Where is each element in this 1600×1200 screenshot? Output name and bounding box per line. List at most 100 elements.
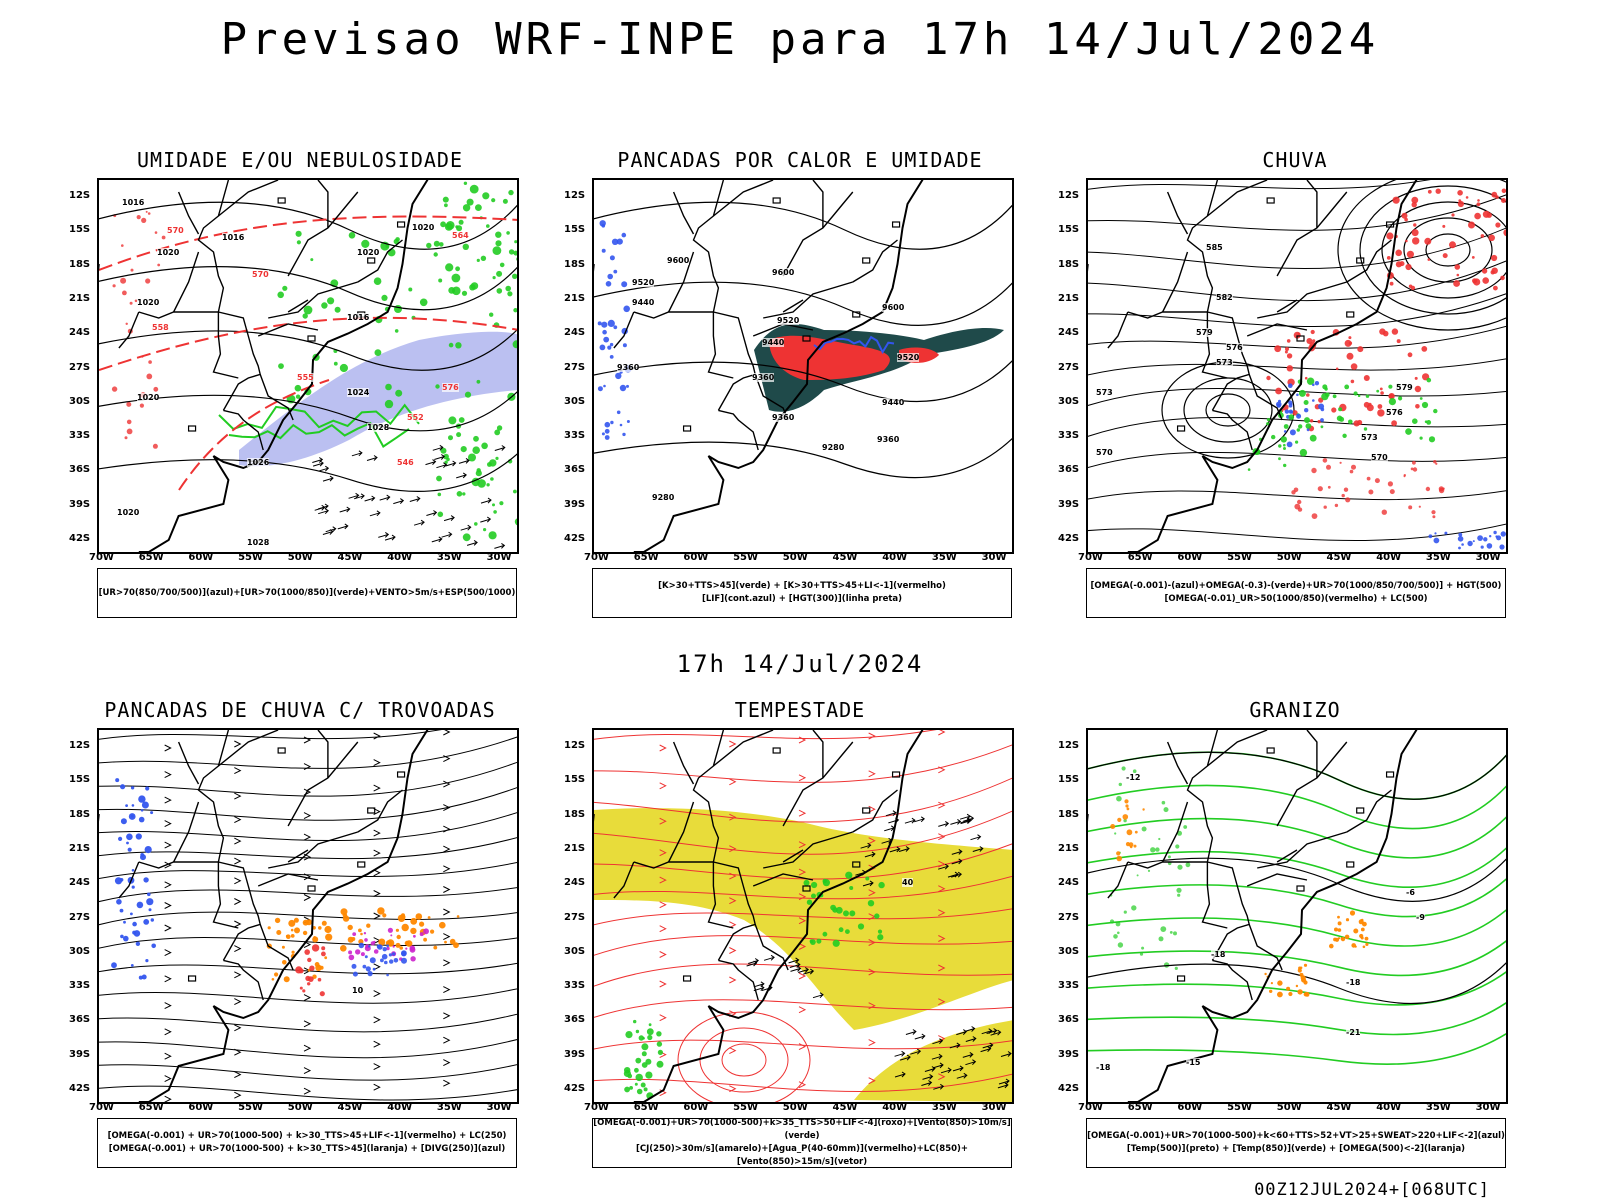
- contour-label: -18: [1096, 1063, 1110, 1072]
- latitude-label: 27S: [69, 912, 90, 923]
- contour-label: 1020: [412, 223, 434, 232]
- latitude-label: 39S: [1058, 1049, 1079, 1060]
- forecast-map: [1086, 728, 1508, 1104]
- latitude-label: 15S: [1058, 774, 1079, 785]
- latitude-label: 30S: [1058, 946, 1079, 957]
- contour-label: 9600: [882, 303, 904, 312]
- longitude-label: 45W: [833, 552, 858, 563]
- contour-label: 570: [1371, 453, 1388, 462]
- latitude-label: 33S: [69, 980, 90, 991]
- latitude-label: 12S: [69, 190, 90, 201]
- latitude-label: 27S: [69, 362, 90, 373]
- contour-label: 40: [902, 878, 913, 887]
- latitude-label: 12S: [1058, 740, 1079, 751]
- contour-label: 9360: [877, 435, 899, 444]
- legend-line: [OMEGA(-0.001)+UR>70(1000-500)+k<60+TTS>…: [1087, 1130, 1505, 1143]
- longitude-label: 60W: [188, 552, 213, 563]
- contour-label: 1016: [222, 233, 244, 242]
- longitude-label: 55W: [1227, 552, 1252, 563]
- latitude-label: 39S: [564, 499, 585, 510]
- contour-label: 573: [1216, 358, 1233, 367]
- latitude-label: 12S: [564, 740, 585, 751]
- mid-title: 17h 14/Jul/2024: [0, 650, 1600, 678]
- legend-line: [OMEGA(-0.001)-(azul)+OMEGA(-0.3)-(verde…: [1087, 580, 1505, 593]
- contour-label: 9600: [667, 256, 689, 265]
- latitude-label: 30S: [1058, 396, 1079, 407]
- longitude-label: 30W: [1476, 552, 1501, 563]
- longitude-label: 70W: [1078, 552, 1103, 563]
- contour-label: -12: [1126, 773, 1140, 782]
- latitude-label: 24S: [1058, 327, 1079, 338]
- longitude-label: 55W: [238, 552, 263, 563]
- longitude-label: 45W: [833, 1102, 858, 1113]
- contour-label: 9520: [632, 278, 654, 287]
- latitude-label: 42S: [564, 1083, 585, 1094]
- longitude-label: 40W: [387, 552, 412, 563]
- latitude-label: 21S: [69, 843, 90, 854]
- longitude-label: 70W: [584, 552, 609, 563]
- latitude-label: 39S: [1058, 499, 1079, 510]
- contour-label: 579: [1396, 383, 1413, 392]
- contour-label: -6: [1406, 888, 1415, 897]
- latitude-label: 24S: [69, 327, 90, 338]
- longitude-label: 65W: [139, 552, 164, 563]
- forecast-map: [592, 728, 1014, 1104]
- longitude-label: 70W: [1078, 1102, 1103, 1113]
- longitude-label: 65W: [1128, 552, 1153, 563]
- latitude-label: 21S: [1058, 293, 1079, 304]
- main-title: Previsao WRF-INPE para 17h 14/Jul/2024: [0, 14, 1600, 65]
- longitude-label: 35W: [1426, 1102, 1451, 1113]
- longitude-label: 70W: [89, 552, 114, 563]
- contour-label: 1028: [367, 423, 389, 432]
- latitude-label: 30S: [69, 946, 90, 957]
- panel-title: GRANIZO: [1045, 698, 1545, 722]
- latitude-label: 33S: [564, 980, 585, 991]
- legend-line: [K>30+TTS>45](verde) + [K>30+TTS>45+LI<-…: [593, 580, 1011, 593]
- contour-label: 570: [167, 226, 184, 235]
- forecast-map: [97, 728, 519, 1104]
- latitude-label: 15S: [564, 774, 585, 785]
- longitude-label: 30W: [982, 1102, 1007, 1113]
- latitude-label: 21S: [1058, 843, 1079, 854]
- contour-label: 576: [1386, 408, 1403, 417]
- contour-label: 558: [152, 323, 169, 332]
- longitude-label: 40W: [882, 552, 907, 563]
- contour-label: 585: [1206, 243, 1223, 252]
- panel-title: PANCADAS DE CHUVA C/ TROVOADAS: [50, 698, 550, 722]
- contour-label: 9360: [752, 373, 774, 382]
- legend-box: [UR>70(850/700/500)](azul)+[UR>70(1000/8…: [97, 568, 517, 618]
- longitude-label: 40W: [387, 1102, 412, 1113]
- contour-label: 546: [397, 458, 414, 467]
- latitude-label: 42S: [69, 533, 90, 544]
- longitude-label: 55W: [238, 1102, 263, 1113]
- longitude-label: 65W: [634, 552, 659, 563]
- longitude-label: 35W: [1426, 552, 1451, 563]
- longitude-label: 35W: [437, 1102, 462, 1113]
- longitude-label: 60W: [1177, 1102, 1202, 1113]
- latitude-label: 30S: [564, 396, 585, 407]
- contour-label: 570: [1096, 448, 1113, 457]
- latitude-label: 24S: [1058, 877, 1079, 888]
- contour-label: 1028: [247, 538, 269, 547]
- contour-label: 570: [252, 270, 269, 279]
- latitude-label: 42S: [564, 533, 585, 544]
- latitude-label: 33S: [1058, 430, 1079, 441]
- legend-box: [K>30+TTS>45](verde) + [K>30+TTS>45+LI<-…: [592, 568, 1012, 618]
- panel-title: CHUVA: [1045, 148, 1545, 172]
- latitude-label: 36S: [69, 1014, 90, 1025]
- contour-label: 1024: [347, 388, 369, 397]
- contour-label: 579: [1196, 328, 1213, 337]
- longitude-label: 35W: [932, 1102, 957, 1113]
- forecast-map: [1086, 178, 1508, 554]
- latitude-label: 33S: [1058, 980, 1079, 991]
- latitude-label: 12S: [69, 740, 90, 751]
- longitude-label: 30W: [1476, 1102, 1501, 1113]
- longitude-label: 60W: [683, 1102, 708, 1113]
- longitude-label: 40W: [1376, 1102, 1401, 1113]
- legend-box: [OMEGA(-0.001)+UR>70(1000-500)+k>35_TTS>…: [592, 1118, 1012, 1168]
- contour-label: 9440: [632, 298, 654, 307]
- latitude-label: 39S: [69, 1049, 90, 1060]
- contour-label: 9440: [762, 338, 784, 347]
- latitude-label: 21S: [564, 293, 585, 304]
- contour-label: 9520: [777, 316, 799, 325]
